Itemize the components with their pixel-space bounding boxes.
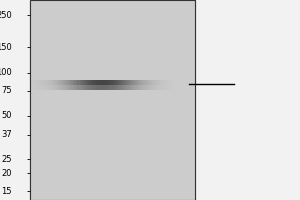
Text: 15: 15: [2, 187, 12, 196]
Text: 37: 37: [1, 130, 12, 139]
Text: 100: 100: [0, 68, 12, 77]
Text: 250: 250: [0, 11, 12, 20]
Text: 25: 25: [2, 155, 12, 164]
Text: 20: 20: [2, 169, 12, 178]
Text: 75: 75: [2, 86, 12, 95]
Text: 150: 150: [0, 43, 12, 52]
Bar: [30, 0, 195, 200]
Bar: [30, 0, 195, 200]
Text: kDa: kDa: [14, 0, 31, 2]
Text: 50: 50: [2, 111, 12, 120]
